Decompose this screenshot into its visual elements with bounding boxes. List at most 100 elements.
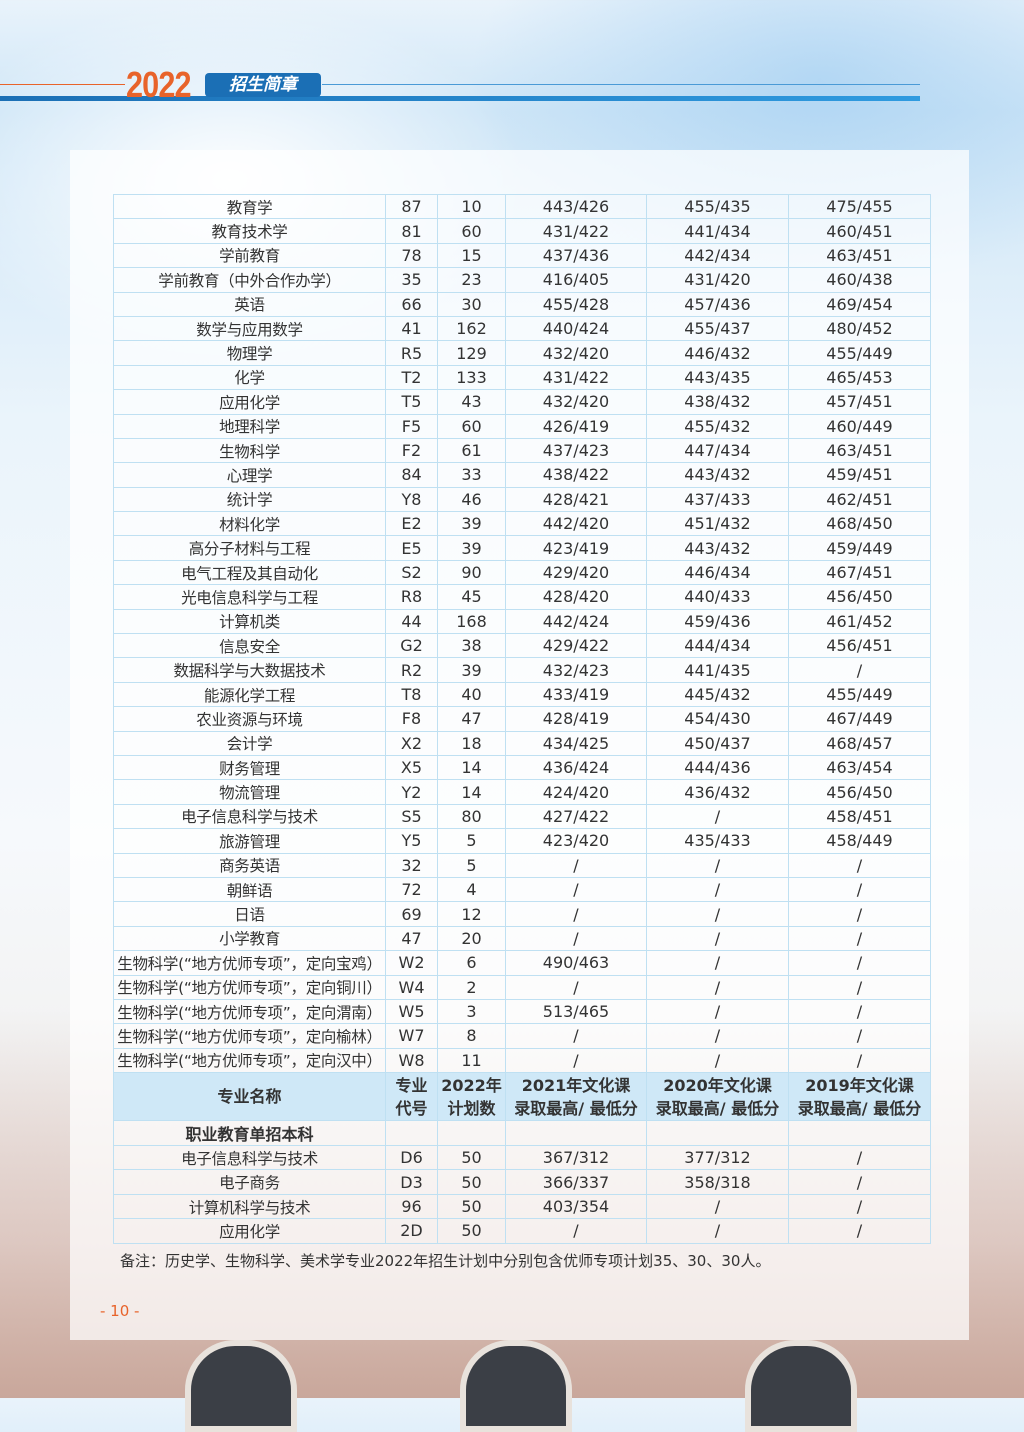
major-code: S2 xyxy=(385,559,438,586)
score-2019: / xyxy=(788,1023,931,1049)
score-2019: 468/457 xyxy=(788,730,931,756)
major-name: 教育技术学 xyxy=(113,218,386,244)
column-header-line: 2019年文化课 xyxy=(805,1075,914,1095)
major-code: W5 xyxy=(385,998,438,1025)
major-code: E5 xyxy=(385,535,438,561)
table-row: 统计学 Y8 46 428/421 437/433 462/451 xyxy=(113,486,931,513)
table-row: 生物科学(“地方优师专项”，定向宝鸡） W2 6 490/463// xyxy=(113,950,931,976)
score-2020: 443/435 xyxy=(646,364,789,391)
plan-count: 6 xyxy=(437,950,506,976)
column-header-line: 专业名称 xyxy=(217,1087,282,1107)
major-code: 72 xyxy=(385,876,438,903)
table-row: 教育技术学 81 60 431/422 441/434 460/451 xyxy=(113,218,931,244)
plan-count: 12 xyxy=(437,901,506,927)
score-2021: 442/420 xyxy=(505,511,647,537)
plan-count: 8 xyxy=(437,1023,506,1049)
table-row: 日语 69 12// / xyxy=(113,901,931,927)
score-2021: 436/424 xyxy=(505,754,647,781)
score-2021: 427/422 xyxy=(505,803,647,830)
score-2019: / xyxy=(788,1218,931,1244)
score-2021: / xyxy=(505,1218,647,1244)
header-badge: 招生简章 xyxy=(205,73,321,97)
admission-score-table: 教育学 87 10 443/426 455/435 475/455 教育技术学 81 60 431… xyxy=(113,193,931,1244)
table-row: 农业资源与环境 F8 47 428/419 454/430 467/449 xyxy=(113,706,931,732)
page-header: 2022 招生简章 xyxy=(0,60,920,105)
major-code: 81 xyxy=(385,218,438,244)
table-row: 材料化学 E2 39 442/420 451/432 468/450 xyxy=(113,511,931,537)
table-row: 信息安全 G2 38 429/422 444/434 456/451 xyxy=(113,633,931,659)
major-name: 学前教育 xyxy=(113,242,386,269)
column-header-line: 2020年文化课 xyxy=(663,1075,772,1095)
table-row: 学前教育 78 15 437/436 442/434 463/451 xyxy=(113,242,931,269)
plan-count: 129 xyxy=(437,340,506,366)
score-2020: 437/433 xyxy=(646,486,789,513)
plan-count: 47 xyxy=(437,706,506,732)
major-name: 会计学 xyxy=(113,730,386,756)
score-2021: / xyxy=(505,876,647,903)
table-row: 电气工程及其自动化 S2 90 429/420 446/434 467/451 xyxy=(113,559,931,586)
score-2019: 456/451 xyxy=(788,633,931,659)
score-2020: 443/432 xyxy=(646,462,789,488)
section-row: 职业教育单招本科 xyxy=(113,1120,931,1147)
score-2020: 450/437 xyxy=(646,730,789,756)
table-row: 电子商务 D3 50 366/337 358/318/ xyxy=(113,1169,931,1195)
score-2021: 440/424 xyxy=(505,315,647,342)
score-2020: 441/434 xyxy=(646,218,789,244)
score-2020: 459/436 xyxy=(646,608,789,635)
score-2020: 446/434 xyxy=(646,559,789,586)
score-2021: 432/420 xyxy=(505,340,647,366)
major-name: 计算机类 xyxy=(113,608,386,635)
score-2021: 442/424 xyxy=(505,608,647,635)
score-2019: 459/451 xyxy=(788,462,931,488)
plan-count: 40 xyxy=(437,681,506,708)
score-2021: / xyxy=(505,1047,647,1074)
major-code: D6 xyxy=(385,1145,438,1171)
table-row: 生物科学(“地方优师专项”，定向铜川） W4 2// / xyxy=(113,974,931,1000)
table-row: 数学与应用数学 41 162 440/424 455/437 480/452 xyxy=(113,315,931,342)
score-2021: 403/354 xyxy=(505,1193,647,1220)
major-code: 32 xyxy=(385,852,438,878)
major-code: T5 xyxy=(385,389,438,415)
table-row: 电子信息科学与技术 S5 80 427/422/458/451 xyxy=(113,803,931,830)
plan-count: 18 xyxy=(437,730,506,756)
major-name: 心理学 xyxy=(113,462,386,488)
score-2021: 438/422 xyxy=(505,462,647,488)
score-2020: / xyxy=(646,998,789,1025)
score-2019: 456/450 xyxy=(788,779,931,805)
plan-count: 23 xyxy=(437,267,506,293)
major-code: 96 xyxy=(385,1193,438,1220)
score-2020: 455/437 xyxy=(646,315,789,342)
major-name: 教育学 xyxy=(113,193,386,220)
plan-count: 20 xyxy=(437,925,506,952)
major-name: 朝鲜语 xyxy=(113,876,386,903)
column-header-line: 录取最高/ 最低分 xyxy=(797,1098,922,1118)
score-2021: 428/419 xyxy=(505,706,647,732)
major-name: 应用化学 xyxy=(113,389,386,415)
table-row: 地理科学 F5 60 426/419 455/432 460/449 xyxy=(113,413,931,439)
score-2019: 457/451 xyxy=(788,389,931,415)
major-code: F5 xyxy=(385,413,438,439)
major-name: 物流管理 xyxy=(113,779,386,805)
major-name: 电子信息科学与技术 xyxy=(113,1145,386,1171)
score-2019: / xyxy=(788,925,931,952)
table-row: 小学教育 47 20// / xyxy=(113,925,931,952)
table-row: 英语 66 30 455/428 457/436 469/454 xyxy=(113,291,931,317)
major-name: 生物科学(“地方优师专项”，定向铜川） xyxy=(113,974,386,1000)
score-2020: 455/432 xyxy=(646,413,789,439)
score-2020: 446/432 xyxy=(646,340,789,366)
score-2019: 459/449 xyxy=(788,535,931,561)
score-2020: / xyxy=(646,950,789,976)
score-2021: 426/419 xyxy=(505,413,647,439)
major-name: 电子信息科学与技术 xyxy=(113,803,386,830)
column-header: 2022年 计划数 xyxy=(437,1072,506,1122)
column-header-line: 专业 xyxy=(395,1075,428,1095)
major-code: 47 xyxy=(385,925,438,952)
score-2020: 445/432 xyxy=(646,681,789,708)
table-row: 应用化学 T5 43 432/420 438/432 457/451 xyxy=(113,389,931,415)
major-code: W7 xyxy=(385,1023,438,1049)
plan-count: 43 xyxy=(437,389,506,415)
major-name: 材料化学 xyxy=(113,511,386,537)
plan-count: 15 xyxy=(437,242,506,269)
plan-count: 14 xyxy=(437,754,506,781)
score-2020: 451/432 xyxy=(646,511,789,537)
